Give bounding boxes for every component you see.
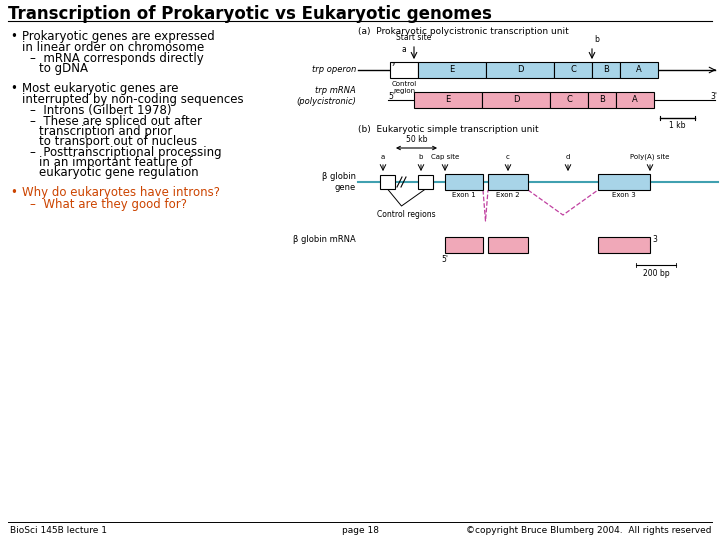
Text: E: E — [449, 65, 454, 75]
Text: Exon 3: Exon 3 — [612, 192, 636, 198]
Text: 5': 5' — [441, 255, 449, 264]
Text: 3': 3' — [710, 92, 717, 101]
Text: D: D — [517, 65, 523, 75]
Text: trp mRNA
(polycistronic): trp mRNA (polycistronic) — [296, 86, 356, 106]
Bar — [550, 92, 588, 108]
Text: Prokaryotic genes are expressed: Prokaryotic genes are expressed — [22, 30, 215, 43]
Text: interrupted by non-coding sequences: interrupted by non-coding sequences — [22, 93, 243, 106]
Text: –  Posttranscriptional processing: – Posttranscriptional processing — [30, 146, 222, 159]
Text: –  These are spliced out after: – These are spliced out after — [30, 115, 202, 128]
Text: Exon 2: Exon 2 — [496, 192, 520, 198]
Text: β globin
gene: β globin gene — [322, 172, 356, 192]
Text: d: d — [566, 154, 570, 160]
Text: 5': 5' — [388, 92, 395, 101]
Text: y: y — [392, 61, 396, 66]
Bar — [380, 175, 395, 189]
Text: ©copyright Bruce Blumberg 2004.  All rights reserved: ©copyright Bruce Blumberg 2004. All righ… — [467, 526, 712, 535]
Text: Start site: Start site — [396, 33, 432, 42]
Text: page 18: page 18 — [341, 526, 379, 535]
Text: eukaryotic gene regulation: eukaryotic gene regulation — [39, 166, 199, 179]
Bar — [414, 92, 482, 108]
Text: E: E — [446, 96, 451, 105]
Text: D: D — [513, 96, 519, 105]
Bar — [418, 175, 433, 189]
Text: (a)  Prokaryotic polycistronic transcription unit: (a) Prokaryotic polycistronic transcript… — [358, 27, 569, 36]
Text: in an important feature of: in an important feature of — [39, 156, 192, 169]
Text: β globin mRNA: β globin mRNA — [293, 234, 356, 244]
Text: Poly(A) site: Poly(A) site — [630, 153, 670, 160]
Bar — [445, 237, 483, 253]
Bar — [418, 62, 486, 78]
Text: a: a — [401, 45, 406, 55]
Text: Control regions: Control regions — [377, 210, 436, 219]
Text: B: B — [599, 96, 605, 105]
Text: to gDNA: to gDNA — [39, 62, 88, 75]
Bar — [488, 174, 528, 190]
Bar — [616, 92, 654, 108]
Text: –  Introns (Gilbert 1978): – Introns (Gilbert 1978) — [30, 104, 171, 117]
Text: Exon 1: Exon 1 — [452, 192, 476, 198]
Text: BioSci 145B lecture 1: BioSci 145B lecture 1 — [10, 526, 107, 535]
Bar — [488, 237, 528, 253]
Text: Control
region: Control region — [392, 81, 417, 94]
Text: –  What are they good for?: – What are they good for? — [30, 198, 187, 211]
Text: Cap site: Cap site — [431, 154, 459, 160]
Text: 50 kb: 50 kb — [406, 135, 427, 144]
Text: C: C — [566, 96, 572, 105]
Text: c: c — [506, 154, 510, 160]
Text: to transport out of nucleus: to transport out of nucleus — [39, 135, 197, 148]
Bar — [598, 174, 650, 190]
Text: (b)  Eukaryotic simple transcription unit: (b) Eukaryotic simple transcription unit — [358, 125, 539, 134]
Text: •: • — [10, 30, 17, 43]
Bar — [598, 237, 650, 253]
Text: 3: 3 — [652, 234, 657, 244]
Text: •: • — [10, 82, 17, 95]
Text: trp operon: trp operon — [312, 65, 356, 75]
Text: b: b — [419, 154, 423, 160]
Text: A: A — [636, 65, 642, 75]
Bar — [486, 62, 554, 78]
Text: –  mRNA corresponds directly: – mRNA corresponds directly — [30, 52, 204, 65]
Text: Why do eukaryotes have introns?: Why do eukaryotes have introns? — [22, 186, 220, 199]
Text: A: A — [632, 96, 638, 105]
Text: B: B — [603, 65, 609, 75]
Bar — [592, 62, 620, 78]
Text: a: a — [381, 154, 385, 160]
Text: 1 kb: 1 kb — [669, 121, 685, 130]
Text: 200 bp: 200 bp — [643, 269, 670, 278]
Text: •: • — [10, 186, 17, 199]
Text: transcription and prior: transcription and prior — [39, 125, 172, 138]
Text: Most eukaryotic genes are: Most eukaryotic genes are — [22, 82, 179, 95]
Text: C: C — [570, 65, 576, 75]
Bar — [620, 62, 658, 78]
Text: in linear order on chromosome: in linear order on chromosome — [22, 41, 204, 54]
Bar — [588, 92, 616, 108]
Bar — [482, 92, 550, 108]
Bar — [390, 62, 418, 78]
Text: b: b — [594, 35, 599, 44]
Bar — [554, 62, 592, 78]
Bar — [445, 174, 483, 190]
Text: Transcription of Prokaryotic vs Eukaryotic genomes: Transcription of Prokaryotic vs Eukaryot… — [8, 5, 492, 23]
